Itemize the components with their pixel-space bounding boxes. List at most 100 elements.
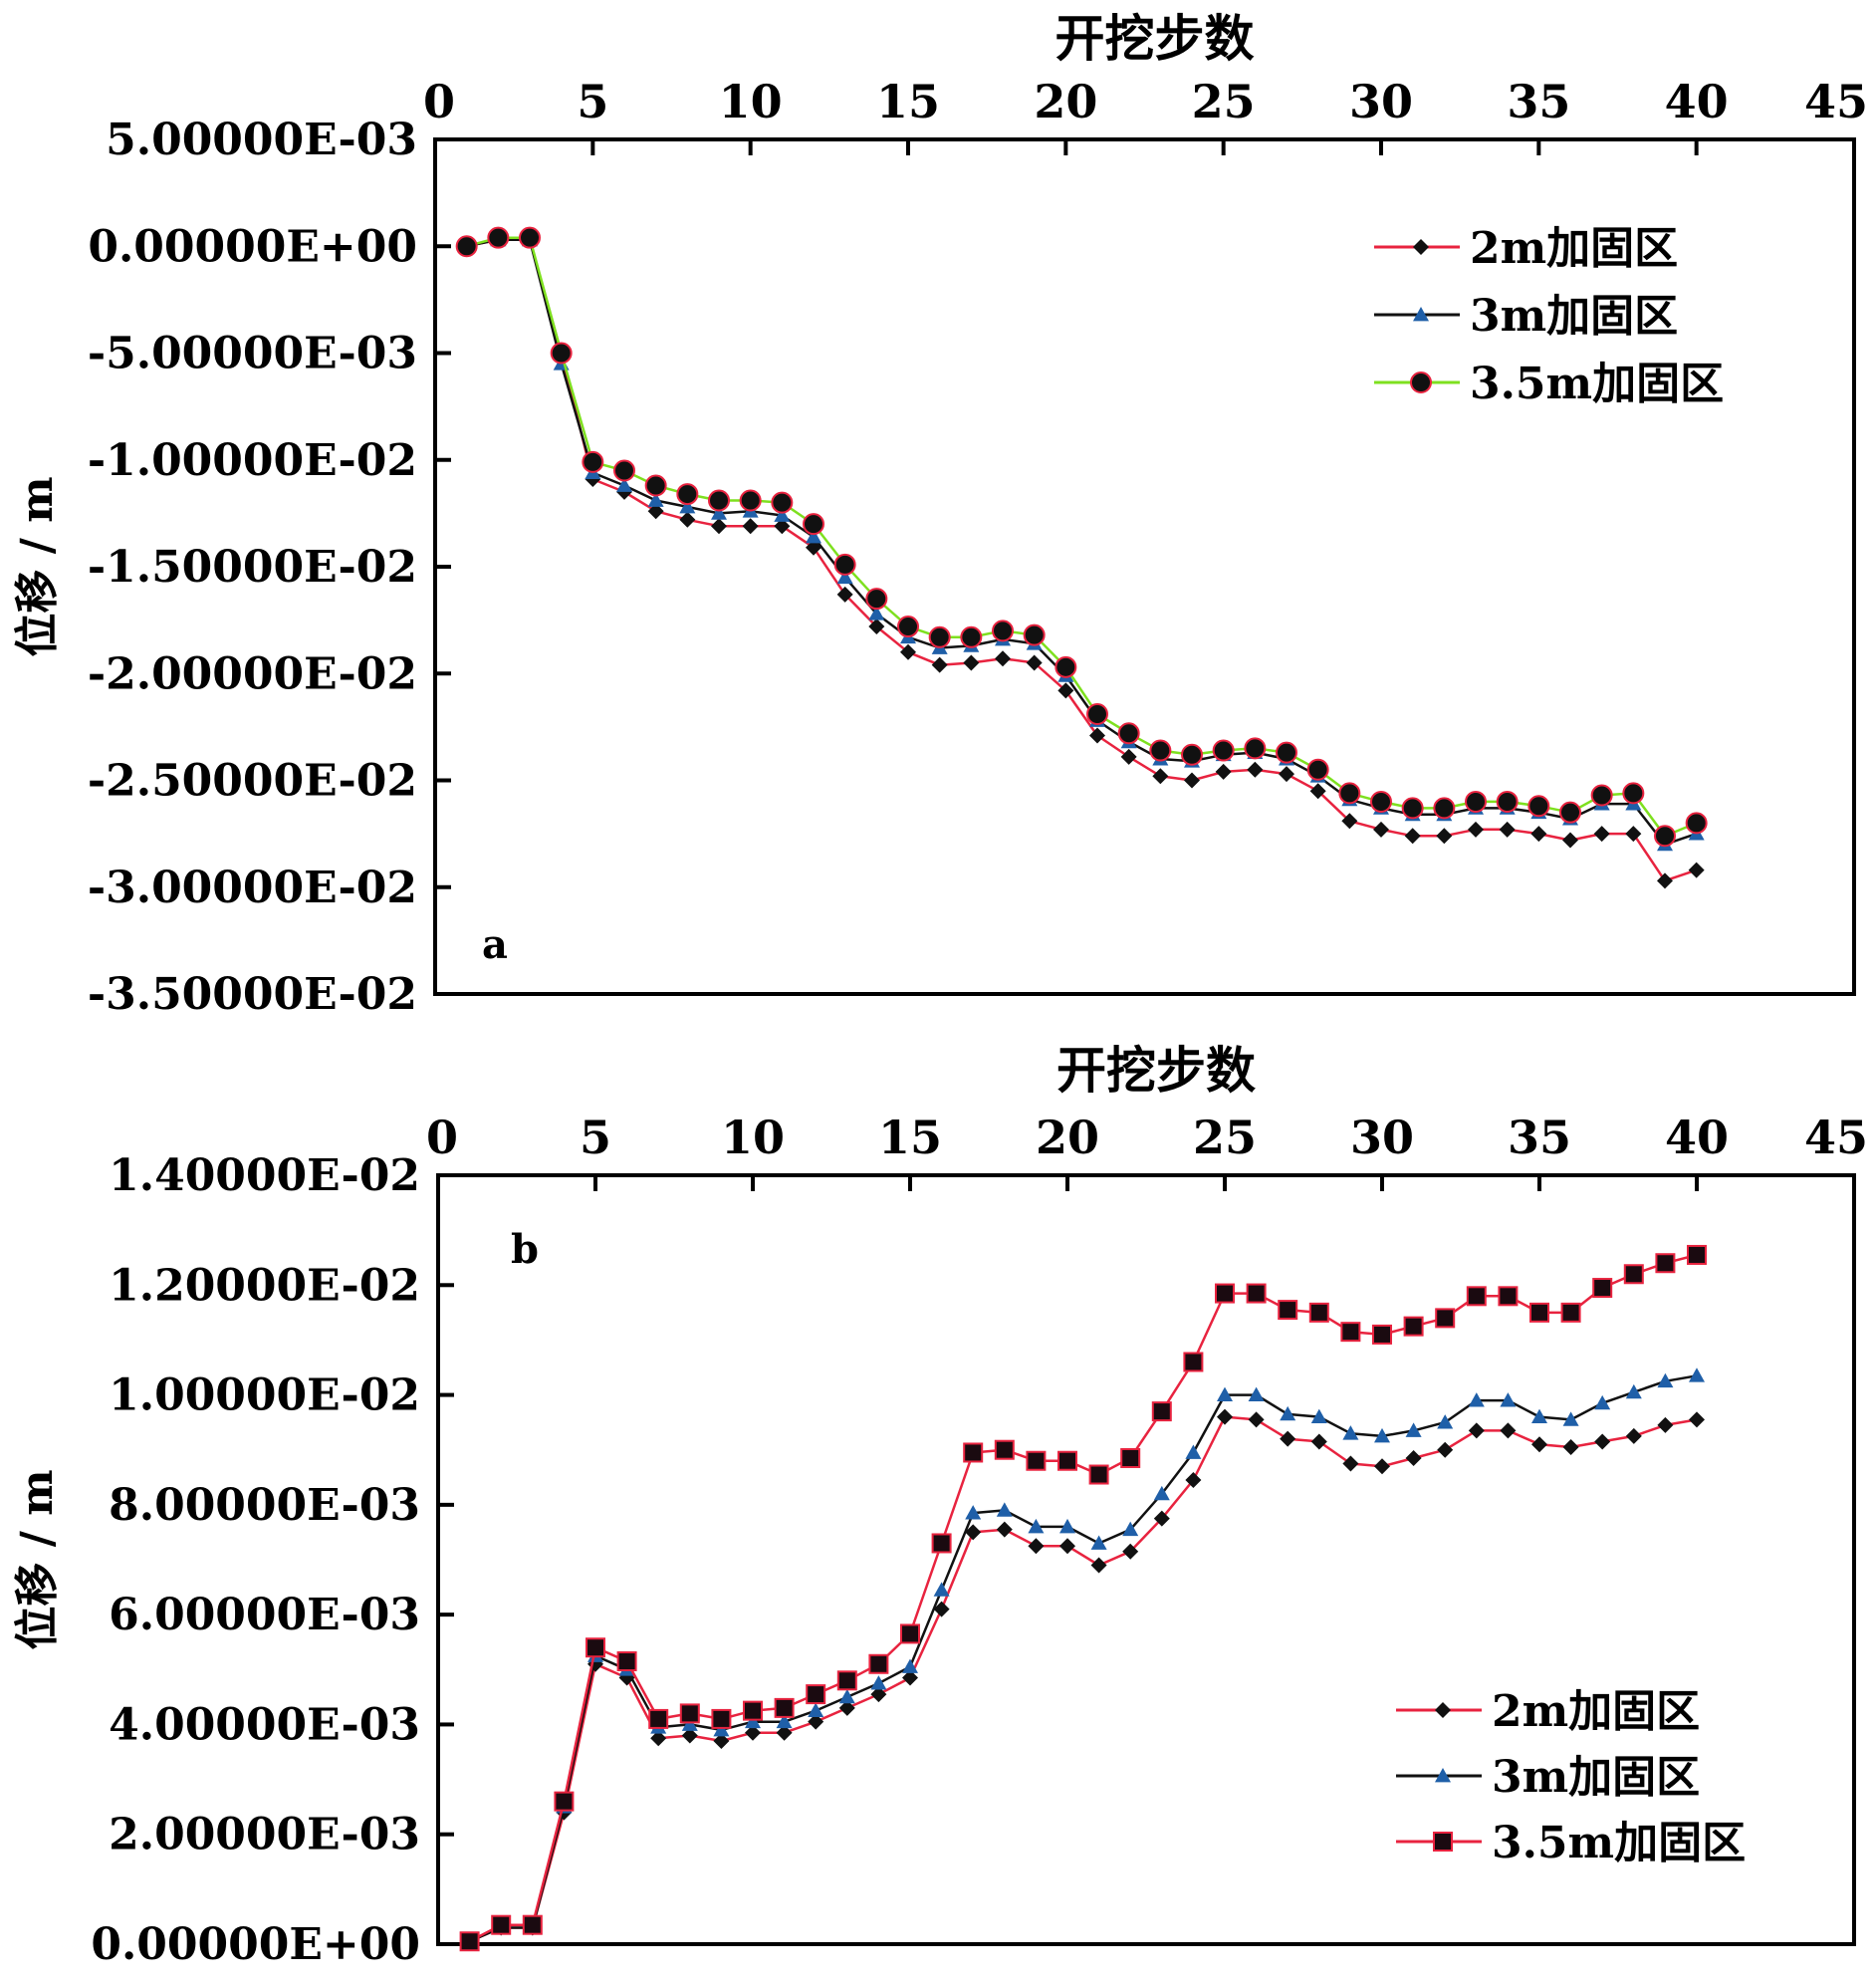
legend-marker [1435, 1768, 1451, 1783]
series-line [469, 1415, 1698, 1943]
data-point [897, 616, 919, 638]
data-point [1530, 826, 1547, 843]
x-tick-label: 15 [878, 1111, 942, 1164]
data-point [1151, 1401, 1172, 1422]
data-point [1405, 1449, 1422, 1466]
data-point [1468, 1422, 1485, 1439]
data-point [868, 1653, 889, 1674]
y-tick-label: -5.00000E-03 [88, 329, 417, 379]
data-point [1401, 797, 1424, 820]
x-tick-label: 25 [1192, 75, 1256, 128]
data-point [1657, 1372, 1674, 1388]
x-tick-label: 40 [1665, 75, 1729, 128]
x-tick-label: 30 [1349, 75, 1413, 128]
data-point [965, 1524, 982, 1541]
data-point [1466, 1286, 1487, 1307]
x-tick-label: 20 [1036, 1111, 1099, 1164]
series-line [469, 1253, 1698, 1943]
data-point [1055, 655, 1077, 678]
data-point [1403, 1316, 1424, 1337]
data-point [774, 1697, 795, 1718]
data-point [1437, 1441, 1454, 1458]
data-point [1436, 828, 1453, 845]
data-point [1246, 1283, 1267, 1304]
data-point [1276, 741, 1297, 764]
data-point [1122, 1543, 1139, 1560]
data-point [1593, 826, 1610, 843]
data-point [808, 1702, 824, 1718]
data-point [1090, 1535, 1107, 1550]
data-point [1215, 763, 1232, 780]
data-point [1531, 1408, 1547, 1424]
data-point [1465, 790, 1487, 813]
data-point [771, 491, 794, 514]
data-point [1310, 1408, 1327, 1424]
data-point [1122, 1521, 1139, 1537]
data-point [1308, 1302, 1329, 1323]
data-point [1183, 1352, 1204, 1372]
data-point [1657, 872, 1673, 889]
data-point [1468, 1392, 1485, 1407]
chart-panel-a: 开挖步数 0 5 10 15 20 25 30 35 40 45 5.00000E-03 0.00000… [12, 9, 1868, 1020]
series-line [466, 236, 1698, 838]
data-point [963, 654, 980, 671]
data-point [1309, 783, 1326, 800]
data-point [1340, 1322, 1361, 1343]
data-point [711, 1708, 732, 1729]
data-point [1625, 1383, 1642, 1399]
y-tick-label: 1.00000E-02 [109, 1370, 420, 1421]
legend-entry: 2m加固区 [1470, 223, 1678, 274]
x-tick-label: 25 [1193, 1111, 1257, 1164]
data-point [1306, 758, 1329, 781]
data-point [1654, 825, 1676, 848]
data-point [806, 1684, 826, 1705]
x-tick-label: 5 [577, 75, 608, 128]
data-point [870, 1686, 887, 1703]
y-tick-label: 0.00000E+00 [91, 1919, 420, 1970]
data-point [1153, 1510, 1170, 1527]
data-point [1342, 1455, 1359, 1472]
data-point [1374, 1458, 1390, 1475]
series-line [466, 238, 1698, 847]
legend-marker [1435, 1702, 1451, 1718]
data-point [1498, 1286, 1519, 1307]
x-tick-label: 0 [423, 75, 455, 128]
data-point [745, 1724, 761, 1741]
panel-label: b [511, 1226, 539, 1273]
data-point [742, 518, 759, 535]
data-point [1212, 739, 1235, 762]
data-point [648, 1708, 669, 1729]
y-tick-label: 4.00000E-03 [109, 1699, 420, 1750]
data-point [1217, 1386, 1233, 1401]
legend-marker [1410, 372, 1432, 393]
series-3 [455, 226, 1708, 848]
data-point [1496, 790, 1519, 813]
legend-entry: 3.5m加固区 [1470, 359, 1724, 409]
data-point [713, 1732, 730, 1749]
x-tick-label: 45 [1804, 1111, 1868, 1164]
data-point [1278, 1300, 1298, 1321]
data-point [776, 1713, 793, 1729]
data-point [931, 656, 948, 673]
data-point [776, 1724, 793, 1741]
legend: 2m加固区 3m加固区 3.5m加固区 [1374, 223, 1724, 409]
data-point [1559, 801, 1581, 824]
series-line [469, 1374, 1698, 1943]
data-point [1028, 1538, 1045, 1555]
data-point [1594, 1394, 1611, 1410]
data-point [1374, 1427, 1390, 1443]
series-1 [461, 1408, 1705, 1950]
data-point [994, 1439, 1015, 1460]
data-point [1529, 1302, 1549, 1323]
data-point [1117, 722, 1140, 745]
plot-frame [436, 1173, 1856, 1946]
y-tick-label: 1.40000E-02 [109, 1150, 420, 1201]
x-tick-label: 0 [426, 1111, 458, 1164]
data-point [1562, 832, 1578, 849]
data-point [806, 528, 821, 544]
x-tick-label: 5 [580, 1111, 611, 1164]
x-tick-label: 30 [1350, 1111, 1414, 1164]
data-point [1026, 654, 1043, 671]
data-point [1338, 782, 1361, 805]
